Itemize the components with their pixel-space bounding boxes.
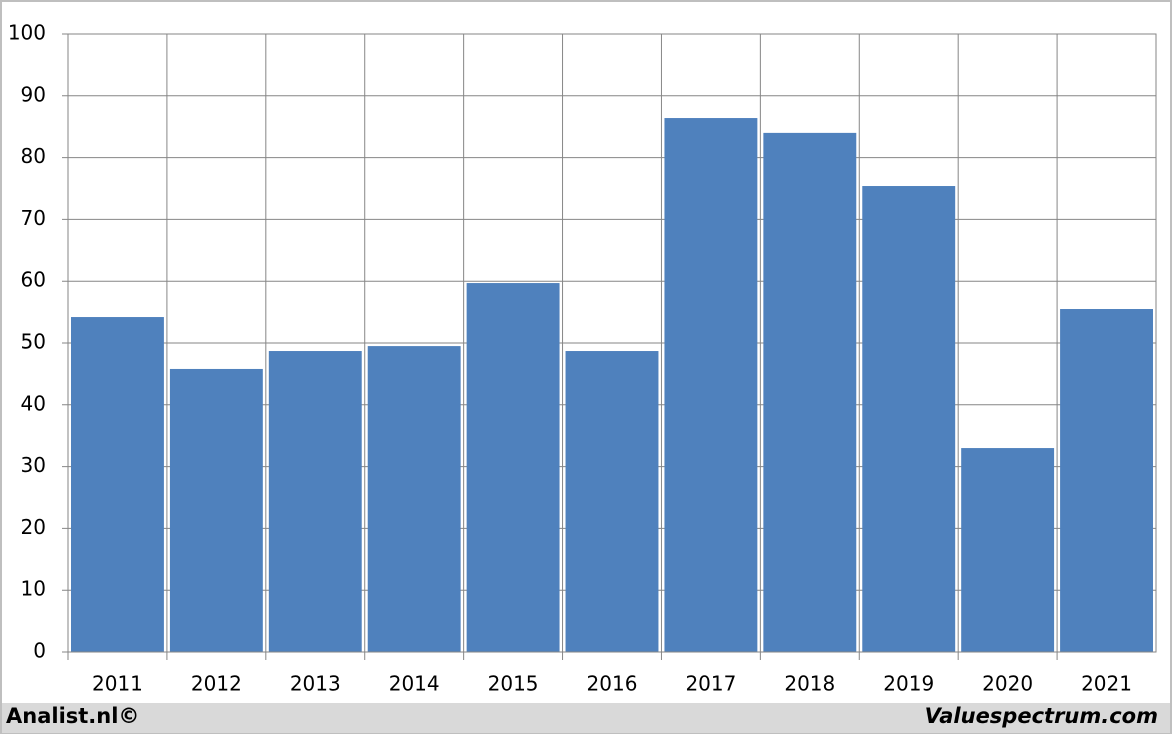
bar [862,186,956,652]
x-tick-label: 2011 [92,672,143,696]
bar [367,346,461,652]
footer-right: Valuespectrum.com [925,704,1158,728]
y-tick-label: 80 [21,144,46,168]
x-tick-label: 2021 [1081,672,1132,696]
y-tick-label: 70 [21,206,46,230]
x-tick-label: 2014 [389,672,440,696]
x-tick-label: 2015 [488,672,539,696]
y-tick-label: 50 [21,330,46,354]
y-tick-label: 30 [21,453,46,477]
bar [664,118,758,653]
x-tick-label: 2017 [685,672,736,696]
bar [466,283,560,652]
bar [961,448,1055,652]
y-tick-label: 60 [21,268,46,292]
y-tick-label: 40 [21,391,46,415]
footer-bar [2,703,1170,733]
y-tick-label: 0 [33,639,46,663]
bar [71,317,164,652]
y-tick-label: 10 [21,577,46,601]
bar [1060,309,1153,652]
y-tick-label: 90 [21,82,46,106]
x-tick-label: 2012 [191,672,242,696]
footer-left: Analist.nl© [6,704,139,728]
x-tick-label: 2016 [587,672,638,696]
bar [565,351,659,652]
x-tick-label: 2018 [784,672,835,696]
y-tick-label: 20 [21,515,46,539]
x-tick-label: 2020 [982,672,1033,696]
bar [763,132,857,652]
x-tick-label: 2013 [290,672,341,696]
y-tick-label: 100 [8,21,46,45]
bar [169,368,263,652]
x-tick-label: 2019 [883,672,934,696]
bar [268,351,362,652]
